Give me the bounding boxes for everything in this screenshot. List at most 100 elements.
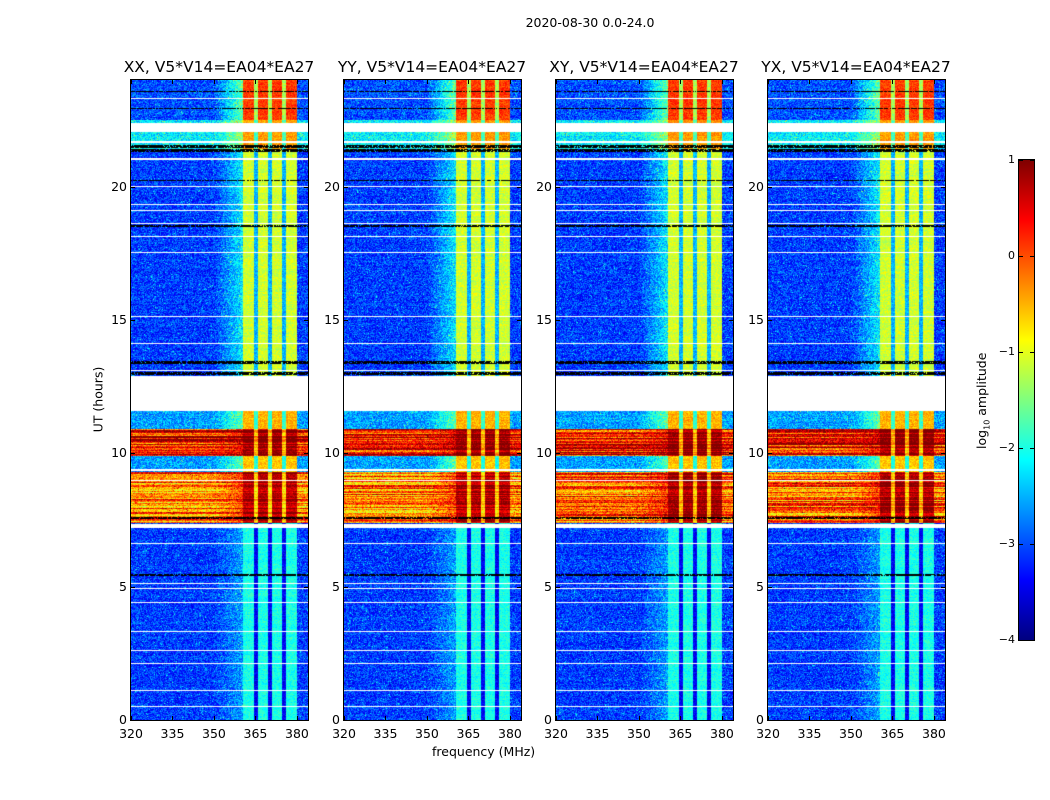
y-tick-mark-right bbox=[304, 320, 308, 321]
x-tick-mark-top bbox=[131, 80, 132, 84]
x-tick-label: 335 bbox=[585, 726, 610, 741]
y-tick-label: 20 bbox=[324, 178, 340, 194]
colorbar bbox=[1018, 159, 1035, 641]
x-tick-mark-top bbox=[597, 80, 599, 84]
colorbar-tick-label: 1 bbox=[1008, 153, 1015, 166]
y-tick-mark bbox=[768, 720, 772, 721]
x-tick-mark bbox=[344, 716, 345, 720]
y-tick-mark bbox=[131, 453, 135, 455]
x-tick-label: 350 bbox=[627, 726, 651, 741]
y-tick-label: 5 bbox=[332, 578, 340, 594]
y-tick-mark bbox=[344, 453, 348, 455]
y-tick-label: 5 bbox=[756, 578, 764, 594]
y-tick-mark-right bbox=[941, 586, 945, 588]
y-tick-mark bbox=[131, 186, 135, 188]
x-tick-label: 380 bbox=[498, 726, 522, 741]
colorbar-tick-mark-right bbox=[1030, 544, 1034, 545]
x-tick-mark-top bbox=[468, 80, 470, 84]
y-tick-mark bbox=[556, 720, 560, 721]
y-tick-mark bbox=[768, 186, 772, 188]
heatmap-panel-1 bbox=[343, 79, 522, 721]
x-tick-mark bbox=[680, 716, 682, 720]
x-tick-label: 335 bbox=[160, 726, 185, 741]
y-tick-mark-right bbox=[304, 186, 308, 188]
y-tick-mark bbox=[768, 586, 772, 588]
x-tick-mark-top bbox=[850, 80, 852, 84]
y-tick-mark-right bbox=[729, 453, 733, 455]
y-tick-mark bbox=[556, 586, 560, 588]
panel-title-3: YX, V5*V14=EA04*EA27 bbox=[761, 58, 951, 76]
heatmap-panel-2 bbox=[555, 79, 734, 721]
y-tick-mark bbox=[344, 720, 348, 721]
y-tick-mark-right bbox=[941, 720, 945, 721]
colorbar-label-sub: 10 bbox=[982, 419, 992, 430]
x-tick-label: 365 bbox=[243, 726, 268, 741]
x-tick-label: 365 bbox=[668, 726, 693, 741]
x-tick-mark-top bbox=[933, 80, 935, 84]
x-tick-mark bbox=[385, 716, 387, 720]
heatmap-canvas-3 bbox=[768, 80, 945, 720]
x-tick-label: 380 bbox=[285, 726, 309, 741]
x-tick-mark bbox=[597, 716, 599, 720]
heatmap-panel-3 bbox=[767, 79, 946, 721]
x-tick-label: 320 bbox=[119, 726, 143, 741]
y-tick-label: 15 bbox=[536, 312, 552, 327]
x-tick-label: 365 bbox=[880, 726, 905, 741]
panel-title-1: YY, V5*V14=EA04*EA27 bbox=[337, 58, 527, 76]
y-tick-mark bbox=[344, 320, 348, 321]
colorbar-tick-mark-right bbox=[1030, 160, 1034, 161]
y-tick-label: 20 bbox=[536, 178, 552, 194]
y-tick-mark bbox=[131, 320, 135, 321]
colorbar-tick-mark bbox=[1019, 352, 1023, 353]
x-tick-mark bbox=[850, 716, 852, 720]
x-tick-mark-top bbox=[680, 80, 682, 84]
x-tick-mark-top bbox=[809, 80, 811, 84]
colorbar-tick-mark bbox=[1019, 256, 1023, 257]
x-tick-mark bbox=[172, 716, 174, 720]
colorbar-tick-label: 0 bbox=[1008, 249, 1015, 262]
x-tick-mark bbox=[468, 716, 470, 720]
y-tick-mark bbox=[768, 453, 772, 455]
x-tick-mark-top bbox=[213, 80, 215, 84]
x-tick-label: 335 bbox=[373, 726, 398, 741]
y-tick-mark bbox=[556, 186, 560, 188]
x-tick-mark bbox=[131, 716, 132, 720]
x-tick-mark-top bbox=[385, 80, 387, 84]
y-tick-mark-right bbox=[941, 453, 945, 455]
x-tick-mark-top bbox=[768, 80, 769, 84]
heatmap-canvas-2 bbox=[556, 80, 733, 720]
y-tick-mark-right bbox=[304, 586, 308, 588]
y-tick-mark-right bbox=[517, 320, 521, 321]
colorbar-label-rest: amplitude bbox=[973, 352, 989, 420]
y-tick-label: 20 bbox=[111, 178, 127, 194]
y-tick-mark-right bbox=[729, 720, 733, 721]
y-tick-label: 0 bbox=[332, 712, 340, 727]
x-tick-label: 350 bbox=[839, 726, 863, 741]
colorbar-tick-mark-right bbox=[1030, 352, 1034, 353]
x-tick-label: 335 bbox=[797, 726, 822, 741]
y-tick-mark bbox=[768, 320, 772, 321]
x-tick-label: 320 bbox=[756, 726, 780, 741]
x-tick-mark bbox=[556, 716, 557, 720]
panel-title-0: XX, V5*V14=EA04*EA27 bbox=[123, 58, 315, 76]
colorbar-tick-mark-right bbox=[1030, 256, 1034, 257]
heatmap-canvas-1 bbox=[344, 80, 521, 720]
x-tick-mark bbox=[255, 716, 257, 720]
colorbar-tick-mark-right bbox=[1030, 448, 1034, 449]
x-tick-label: 380 bbox=[710, 726, 734, 741]
y-tick-label: 15 bbox=[111, 312, 127, 327]
x-tick-mark bbox=[768, 716, 769, 720]
x-tick-mark bbox=[638, 716, 640, 720]
y-tick-label: 10 bbox=[324, 445, 340, 461]
heatmap-panel-0 bbox=[130, 79, 309, 721]
heatmap-canvas-0 bbox=[131, 80, 308, 720]
x-tick-mark bbox=[933, 716, 935, 720]
colorbar-tick-mark bbox=[1019, 448, 1023, 449]
y-tick-mark bbox=[344, 586, 348, 588]
y-tick-mark bbox=[131, 586, 135, 588]
y-tick-mark-right bbox=[729, 186, 733, 188]
y-tick-mark-right bbox=[517, 186, 521, 188]
x-tick-mark-top bbox=[892, 80, 894, 84]
y-tick-mark-right bbox=[941, 186, 945, 188]
